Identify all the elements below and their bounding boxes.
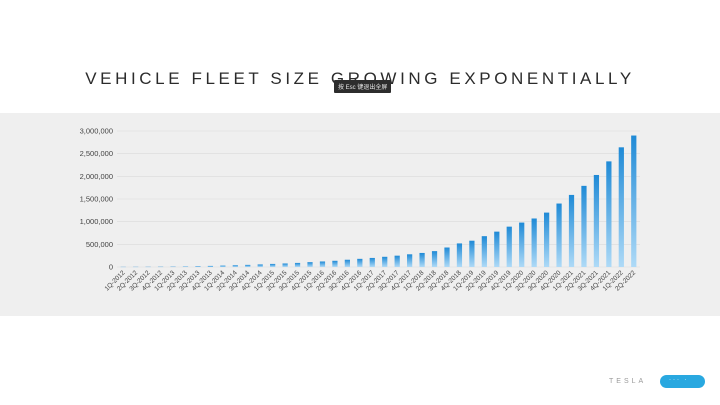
- bar-2Q-2017: [382, 256, 388, 267]
- bar-2Q-2019: [481, 236, 487, 267]
- bar-3Q-2016: [344, 259, 350, 267]
- bar-4Q-2015: [307, 262, 313, 267]
- y-tick-label: 1,500,000: [80, 195, 113, 204]
- bar-1Q-2015: [270, 263, 276, 267]
- bar-2Q-2014: [232, 265, 238, 267]
- bar-2Q-2013: [182, 266, 189, 267]
- bar-3Q-2014: [245, 264, 251, 267]
- tesla-logo: TESLA: [609, 378, 647, 385]
- bar-3Q-2020: [543, 212, 550, 267]
- bar-1Q-2018: [419, 252, 425, 267]
- bar-1Q-2014: [220, 265, 226, 267]
- bar-2Q-2016: [332, 260, 338, 267]
- fleet-size-bar-chart: 0 500,000 1,000,000 1,500,000 2,000,000 2,500…: [80, 127, 640, 293]
- y-tick-label: 500,000: [86, 240, 113, 249]
- y-tick-label: 0: [109, 263, 113, 272]
- bar-1Q-2022: [618, 147, 624, 267]
- bar-3Q-2013: [195, 266, 201, 267]
- grid-lines: [117, 130, 640, 268]
- x-axis-tick-labels: 1Q-20122Q-20123Q-20124Q-20121Q-20132Q-20…: [104, 269, 638, 292]
- presentation-control-label: ··· ·: [669, 377, 689, 383]
- y-axis-tick-labels: 0 500,000 1,000,000 1,500,000 2,000,000 2,500…: [80, 127, 113, 272]
- bar-2Q-2022: [631, 135, 637, 267]
- bar-4Q-2019: [506, 226, 512, 267]
- presentation-control-button[interactable]: [660, 375, 705, 388]
- bar-2Q-2021: [581, 185, 587, 267]
- bar-2Q-2015: [282, 263, 288, 267]
- y-tick-label: 3,000,000: [80, 127, 113, 136]
- bar-3Q-2015: [294, 262, 301, 267]
- bar-4Q-2020: [556, 203, 562, 267]
- slide-title: VEHICLE FLEET SIZE GROWING EXPONENTIALLY: [85, 69, 635, 88]
- bar-1Q-2019: [469, 240, 475, 267]
- bar-3Q-2021: [593, 174, 600, 267]
- bar-2Q-2018: [431, 251, 438, 267]
- bar-4Q-2014: [257, 264, 263, 267]
- bar-4Q-2016: [357, 258, 363, 267]
- bar-4Q-2013: [207, 265, 214, 267]
- y-tick-label: 1,000,000: [80, 217, 113, 226]
- bar-1Q-2017: [369, 257, 375, 267]
- chart-panel: [0, 113, 720, 316]
- fullscreen-tooltip: 按 Esc 键退出全屏: [334, 80, 392, 93]
- bar-4Q-2017: [407, 254, 413, 267]
- bar-1Q-2020: [519, 222, 525, 267]
- bar-1Q-2021: [568, 194, 575, 267]
- bar-1Q-2016: [319, 261, 326, 267]
- bars: [120, 135, 637, 268]
- bar-4Q-2021: [606, 161, 612, 267]
- y-tick-label: 2,500,000: [80, 149, 113, 158]
- bar-4Q-2018: [456, 243, 463, 267]
- bar-2Q-2020: [531, 218, 537, 267]
- y-tick-label: 2,000,000: [80, 172, 113, 181]
- bar-3Q-2017: [394, 255, 400, 267]
- bar-3Q-2019: [494, 231, 500, 267]
- bar-3Q-2018: [444, 247, 450, 267]
